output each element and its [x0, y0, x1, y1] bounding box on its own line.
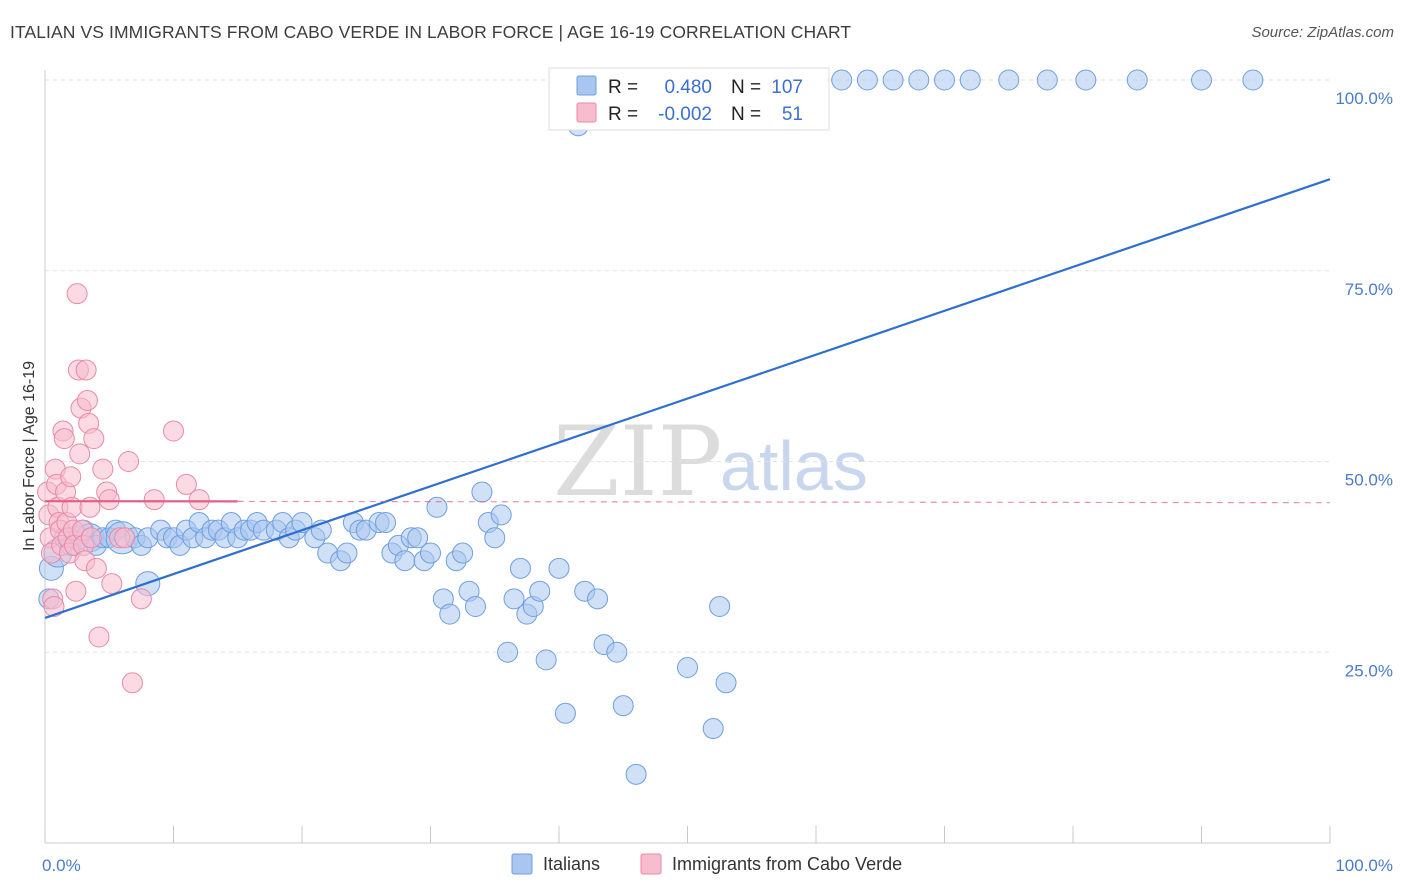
x-ticks: [44, 826, 1331, 843]
data-point: [69, 443, 91, 465]
data-point: [1075, 69, 1097, 91]
data-point: [535, 649, 557, 671]
data-point: [83, 428, 105, 450]
data-point: [490, 504, 512, 526]
data-point: [715, 672, 737, 694]
italians-trend-line: [44, 178, 1331, 619]
data-point: [529, 580, 551, 602]
legend-swatch-italians: [576, 75, 597, 96]
cabo-verde-series: [37, 283, 210, 694]
y-axis-label: In Labor Force | Age 16-19: [21, 361, 38, 551]
source-label: Source: ZipAtlas.com: [1251, 24, 1394, 41]
legend-r-value-2: -0.002: [658, 104, 712, 125]
data-point: [1242, 69, 1264, 91]
data-point: [439, 603, 461, 625]
bottom-legend-italians: Italians: [543, 854, 600, 874]
series-legend: Italians Immigrants from Cabo Verde: [511, 853, 902, 875]
data-point: [612, 695, 634, 717]
grid: [45, 79, 1330, 653]
legend-n-value-1: 107: [771, 77, 803, 98]
data-point: [831, 69, 853, 91]
legend-n-label-2: N =: [731, 104, 761, 125]
watermark-atlas: atlas: [720, 427, 868, 505]
data-point: [375, 512, 397, 534]
y-tick-label: 100.0%: [1335, 89, 1393, 108]
data-point: [80, 527, 102, 549]
data-point: [188, 489, 210, 511]
data-point: [121, 672, 143, 694]
data-point: [934, 69, 955, 91]
legend-r-label-1: R =: [608, 77, 638, 98]
data-point: [394, 550, 416, 572]
y-tick-label: 75.0%: [1345, 280, 1393, 299]
data-point: [1191, 69, 1212, 91]
legend-n-value-2: 51: [782, 104, 803, 125]
y-tick-label: 25.0%: [1345, 661, 1393, 680]
data-point: [1126, 69, 1148, 91]
data-point: [471, 481, 493, 503]
data-point: [998, 69, 1020, 91]
data-point: [66, 283, 88, 305]
data-point: [497, 641, 519, 663]
data-point: [509, 557, 531, 579]
x-tick-label-min: 0.0%: [42, 856, 81, 875]
data-point: [464, 595, 486, 617]
data-point: [856, 69, 878, 91]
data-point: [677, 657, 698, 679]
trend-lines: [44, 178, 1331, 619]
data-point: [548, 557, 570, 579]
data-point: [114, 527, 136, 549]
legend-r-label-2: R =: [608, 104, 638, 125]
data-point: [60, 466, 82, 488]
y-tick-labels: 25.0% 50.0% 75.0% 100.0%: [1335, 89, 1393, 680]
data-point: [426, 496, 448, 518]
correlation-legend: R = 0.480 N = 107 R = -0.002 N = 51: [548, 67, 830, 131]
data-point: [85, 557, 107, 579]
data-point: [88, 626, 110, 648]
data-point: [606, 641, 628, 663]
data-point: [702, 718, 724, 740]
data-point: [484, 527, 506, 549]
data-point: [130, 588, 152, 610]
bottom-legend-swatch-italians: [511, 853, 533, 875]
data-point: [101, 573, 123, 595]
data-point: [625, 763, 647, 785]
data-point: [43, 595, 65, 617]
data-point: [76, 389, 98, 411]
data-point: [53, 428, 75, 450]
data-point: [1036, 69, 1058, 91]
data-point: [336, 542, 358, 564]
data-point: [407, 527, 429, 549]
data-point: [420, 542, 441, 564]
data-point: [587, 588, 609, 610]
data-point: [175, 473, 197, 495]
data-point: [65, 580, 87, 602]
data-point: [959, 69, 981, 91]
data-point: [554, 702, 576, 724]
legend-r-value-1: 0.480: [664, 77, 712, 98]
data-point: [98, 489, 120, 511]
data-point: [143, 489, 165, 511]
legend-n-label-1: N =: [731, 77, 761, 98]
data-point: [882, 69, 904, 91]
legend-swatch-cabo-verde: [576, 102, 597, 123]
data-point: [118, 451, 140, 472]
bottom-legend-swatch-cabo-verde: [640, 853, 662, 875]
y-tick-label: 50.0%: [1345, 471, 1393, 490]
x-tick-label-max: 100.0%: [1335, 856, 1393, 875]
data-point: [452, 542, 474, 564]
data-point: [908, 69, 930, 91]
bottom-legend-cabo-verde: Immigrants from Cabo Verde: [672, 854, 902, 874]
data-point: [75, 359, 97, 381]
data-point: [92, 458, 114, 480]
data-point: [163, 420, 184, 442]
data-point: [709, 595, 731, 617]
chart-title: ITALIAN VS IMMIGRANTS FROM CABO VERDE IN…: [10, 22, 852, 42]
data-point: [503, 588, 525, 610]
